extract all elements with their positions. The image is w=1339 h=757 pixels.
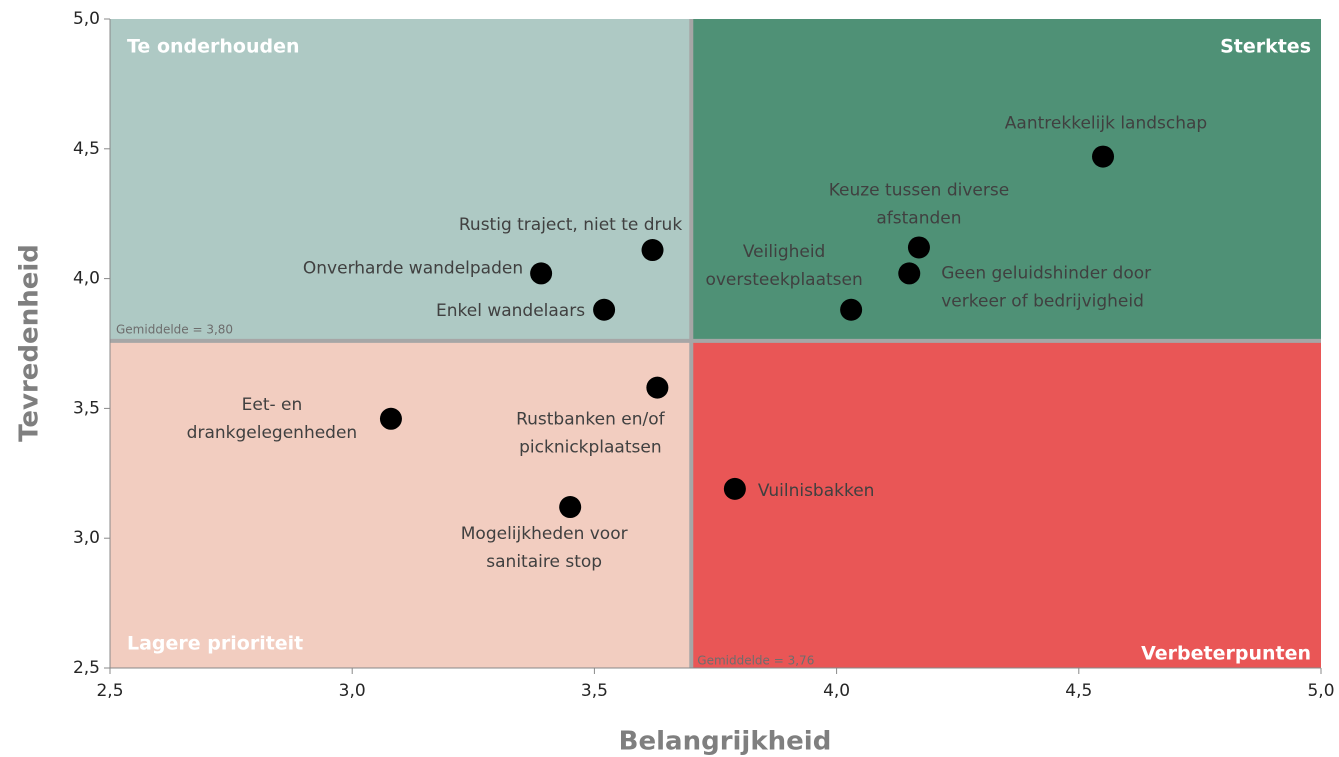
mean-label: Gemiddelde = 3,76 — [697, 654, 814, 668]
point-label: Keuze tussen diverse — [829, 180, 1009, 200]
point — [559, 496, 582, 519]
point-label: picknickplaatsen — [519, 438, 662, 458]
quadrant-label: Sterktes — [1220, 36, 1311, 58]
x-tick-label: 3,0 — [339, 681, 366, 701]
x-tick-label: 4,0 — [823, 681, 850, 701]
point — [1092, 145, 1115, 168]
x-axis-label: Belangrijkheid — [619, 727, 832, 757]
point-label: drankgelegenheden — [187, 423, 358, 443]
point — [723, 477, 746, 500]
x-tick-label: 5,0 — [1307, 681, 1334, 701]
point-label: Aantrekkelijk landschap — [1005, 114, 1207, 134]
point-label: Onverharde wandelpaden — [303, 258, 523, 278]
x-tick-label: 2,5 — [96, 681, 123, 701]
point — [530, 262, 553, 285]
point — [646, 376, 669, 399]
y-tick-label: 5,0 — [73, 9, 100, 29]
y-tick-label: 4,0 — [73, 269, 100, 289]
point-label: Enkel wandelaars — [436, 301, 585, 321]
point-label: Geen geluidshinder door — [941, 263, 1151, 283]
quadrant-label: Lagere prioriteit — [127, 633, 303, 655]
y-tick-label: 4,5 — [73, 139, 100, 159]
point-label: Rustbanken en/of — [516, 410, 666, 430]
point-label: Eet- en — [242, 395, 303, 415]
y-tick-label: 2,5 — [73, 658, 100, 678]
quadrant-label: Verbeterpunten — [1141, 643, 1311, 665]
quadrant-label: Te onderhouden — [127, 36, 300, 58]
y-axis-label: Tevredenheid — [15, 244, 45, 442]
point-label: oversteekplaatsen — [705, 270, 862, 290]
point — [840, 298, 863, 321]
point-label: Rustig traject, niet te druk — [459, 215, 682, 235]
point — [379, 407, 402, 430]
quadrant — [110, 19, 692, 341]
mean-label: Gemiddelde = 3,80 — [116, 322, 233, 336]
point — [898, 262, 921, 285]
point-label: verkeer of bedrijvigheid — [941, 291, 1144, 311]
point-label: afstanden — [876, 208, 961, 228]
y-tick-label: 3,5 — [73, 398, 100, 418]
point-label: sanitaire stop — [486, 552, 602, 572]
quadrant — [691, 340, 1321, 668]
point-label: Veiligheid — [743, 242, 825, 262]
point-label: Mogelijkheden voor — [461, 524, 628, 544]
quadrant — [110, 340, 692, 668]
point-label: Vuilnisbakken — [758, 481, 875, 501]
point — [641, 239, 664, 262]
x-tick-label: 3,5 — [581, 681, 608, 701]
y-tick-label: 3,0 — [73, 528, 100, 548]
point — [593, 298, 616, 321]
x-tick-label: 4,5 — [1065, 681, 1092, 701]
quadrant — [691, 19, 1321, 341]
point — [907, 236, 930, 259]
